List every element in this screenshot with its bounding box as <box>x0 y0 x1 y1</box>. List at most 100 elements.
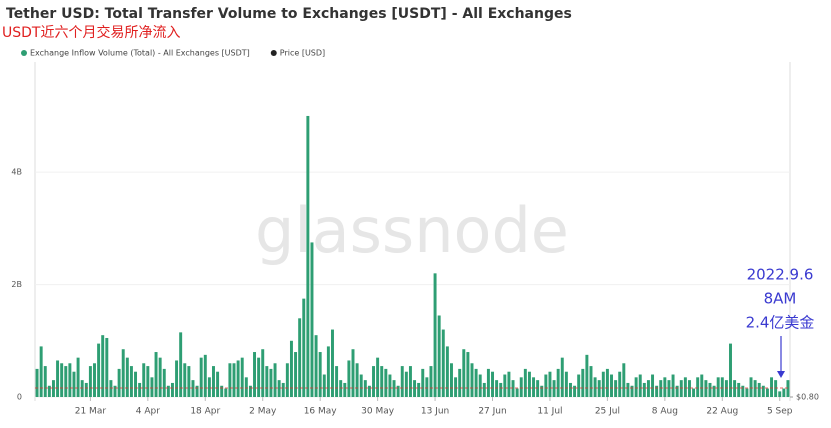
bar <box>68 363 72 397</box>
annotation: 2.4亿美金 <box>746 314 815 332</box>
bar <box>626 382 630 397</box>
bar <box>125 357 129 397</box>
bar <box>298 318 302 397</box>
bar <box>470 363 474 397</box>
bar <box>761 385 765 397</box>
bar <box>618 371 622 397</box>
bar <box>392 380 396 397</box>
bar <box>527 371 531 397</box>
bar <box>716 377 720 397</box>
bar <box>195 385 199 397</box>
y-tick-label: 4B <box>11 168 22 177</box>
bar <box>724 380 728 397</box>
bar <box>257 357 261 397</box>
bar <box>281 382 285 397</box>
bar <box>634 377 638 397</box>
bar <box>753 380 757 397</box>
bar <box>289 340 293 397</box>
bar <box>540 385 544 397</box>
bar <box>56 360 60 397</box>
bar <box>212 366 215 397</box>
bar <box>84 382 88 397</box>
bar <box>39 346 43 397</box>
bar <box>35 368 39 397</box>
bar <box>150 377 154 397</box>
bar <box>532 377 536 397</box>
bar <box>384 368 388 397</box>
bar <box>158 357 162 397</box>
bar <box>499 382 503 397</box>
bar <box>80 380 84 397</box>
x-tick-label: 21 Mar <box>75 407 107 417</box>
bar <box>610 374 613 397</box>
bar <box>458 368 462 397</box>
bar <box>745 388 749 397</box>
bar <box>170 382 174 397</box>
annotation: 2022.9.6 <box>747 266 814 284</box>
bar <box>683 377 687 397</box>
bar <box>655 385 659 397</box>
bar <box>696 377 700 397</box>
bar <box>421 368 425 397</box>
bar <box>757 382 761 397</box>
bar <box>166 385 170 397</box>
bar <box>646 380 650 397</box>
chart-title: Tether USD: Total Transfer Volume to Exc… <box>6 6 572 22</box>
bar <box>113 385 117 397</box>
bar <box>630 385 634 397</box>
bar <box>47 385 51 397</box>
bar <box>503 374 507 397</box>
bar <box>72 371 76 397</box>
bar <box>60 363 64 397</box>
bar <box>450 363 453 397</box>
y2-tick-label: $0.80 <box>796 393 819 402</box>
legend-marker <box>21 50 27 56</box>
bar <box>474 368 478 397</box>
bar <box>581 368 585 397</box>
bar <box>203 354 207 397</box>
bar <box>417 382 421 397</box>
bar <box>733 380 737 397</box>
bar <box>232 363 236 397</box>
bar <box>335 366 339 397</box>
bar <box>700 374 704 397</box>
bar <box>347 360 351 397</box>
bar <box>244 377 248 397</box>
bar <box>704 380 708 397</box>
bar <box>605 368 609 397</box>
bar <box>117 368 121 397</box>
bar <box>589 366 593 397</box>
bar <box>228 363 232 397</box>
bar <box>248 385 252 397</box>
bar <box>638 374 642 397</box>
bar <box>179 332 183 397</box>
y-tick-label: 2B <box>11 280 22 289</box>
bar <box>425 377 429 397</box>
bar <box>659 380 663 397</box>
bar <box>536 380 540 397</box>
bar <box>265 366 269 397</box>
bar <box>339 380 343 397</box>
bar <box>523 368 527 397</box>
x-tick-label: 5 Sep <box>767 407 793 417</box>
bar <box>568 382 572 397</box>
bar <box>302 298 306 397</box>
bar <box>261 349 265 397</box>
bar <box>560 357 564 397</box>
bar <box>491 371 494 397</box>
bar <box>376 357 380 397</box>
bar <box>519 377 523 397</box>
bar <box>437 315 441 397</box>
annotation-arrowhead <box>777 371 785 378</box>
x-tick-label: 25 Jul <box>595 407 620 417</box>
bar <box>146 366 150 397</box>
bar <box>294 352 298 397</box>
bar <box>404 371 408 397</box>
x-tick-label: 22 Aug <box>706 407 738 417</box>
bar <box>651 374 655 397</box>
bar <box>175 360 179 397</box>
x-tick-label: 4 Apr <box>136 407 160 417</box>
bar <box>663 377 667 397</box>
bar <box>326 346 330 397</box>
bar <box>552 380 556 397</box>
